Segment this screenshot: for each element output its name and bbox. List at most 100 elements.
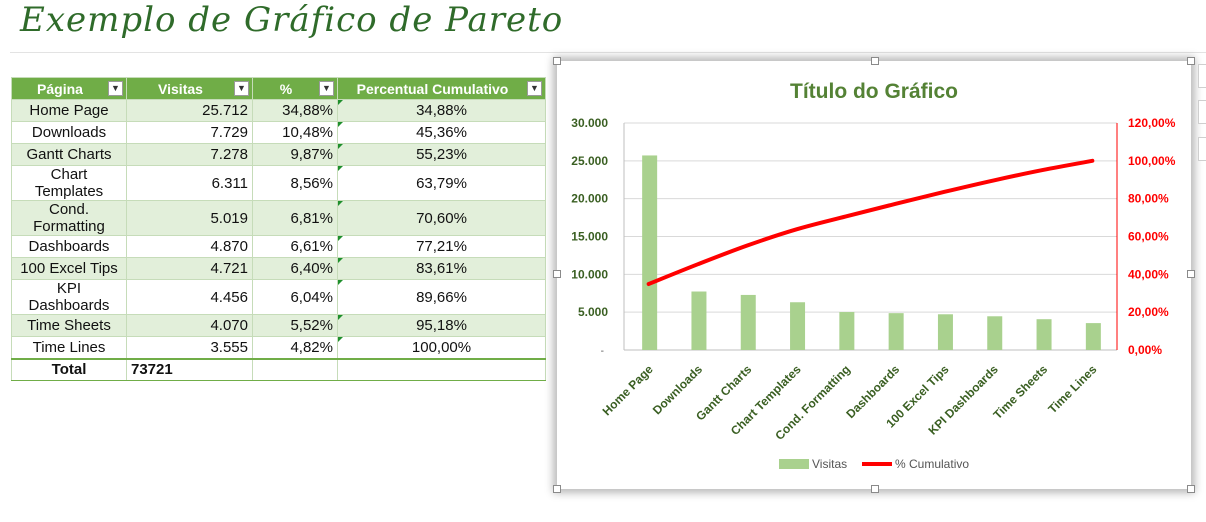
bar	[937, 314, 953, 350]
chart-elements-button[interactable]	[1198, 64, 1206, 88]
cell-visits[interactable]: 6.311	[126, 165, 253, 201]
y2-axis-tick-label: 60,00%	[1128, 230, 1169, 244]
cell-cumulative[interactable]: 63,79%	[337, 165, 546, 201]
cell-percent[interactable]: 8,56%	[252, 165, 338, 201]
cell-cumulative[interactable]: 95,18%	[337, 314, 546, 337]
cell-percent[interactable]: 6,40%	[252, 257, 338, 280]
resize-handle-left[interactable]	[553, 270, 561, 278]
cell-page[interactable]: Home Page	[11, 99, 127, 122]
y-axis-tick-label: 30.000	[571, 116, 608, 130]
filter-dropdown-icon[interactable]: ▼	[319, 81, 334, 96]
total-value[interactable]: 73721	[126, 357, 253, 381]
cell-percent[interactable]: 4,82%	[252, 336, 338, 359]
x-axis-tick-label: Time Lines	[1045, 362, 1099, 416]
cell-cumulative[interactable]: 55,23%	[337, 143, 546, 166]
cell-visits[interactable]: 3.555	[126, 336, 253, 359]
empty-cell[interactable]	[337, 357, 546, 381]
cell-visits[interactable]: 7.278	[126, 143, 253, 166]
cell-visits[interactable]: 7.729	[126, 121, 253, 144]
cell-percent[interactable]: 6,81%	[252, 200, 338, 236]
cell-page[interactable]: Cond. Formatting	[11, 200, 127, 236]
cell-page[interactable]: Downloads	[11, 121, 127, 144]
chart-filters-button[interactable]	[1198, 137, 1206, 161]
cell-cumulative[interactable]: 34,88%	[337, 99, 546, 122]
y-axis-tick-label: -	[601, 346, 604, 357]
cell-visits[interactable]: 4.070	[126, 314, 253, 337]
header-percent[interactable]: % ▼	[252, 77, 338, 100]
cumulative-line	[646, 158, 1095, 287]
y2-axis-tick-label: 0,00%	[1128, 343, 1162, 357]
cell-page[interactable]: Time Lines	[11, 336, 127, 359]
cell-page[interactable]: Gantt Charts	[11, 143, 127, 166]
bar	[642, 155, 658, 350]
cell-page[interactable]: 100 Excel Tips	[11, 257, 127, 280]
legend-label: Visitas	[812, 457, 847, 471]
resize-handle-top-left[interactable]	[553, 57, 561, 65]
cell-cumulative[interactable]: 83,61%	[337, 257, 546, 280]
filter-dropdown-icon[interactable]: ▼	[527, 81, 542, 96]
title-divider	[10, 52, 1206, 53]
cell-cumulative[interactable]: 45,36%	[337, 121, 546, 144]
cell-percent[interactable]: 10,48%	[252, 121, 338, 144]
bar	[691, 291, 707, 350]
header-label: Percentual Cumulativo	[356, 80, 509, 97]
header-cumulative[interactable]: Percentual Cumulativo ▼	[337, 77, 546, 100]
total-label[interactable]: Total	[11, 357, 127, 381]
cell-page[interactable]: Time Sheets	[11, 314, 127, 337]
cell-percent[interactable]: 9,87%	[252, 143, 338, 166]
table-row: Time Sheets 4.070 5,52% 95,18%	[11, 314, 546, 337]
cell-percent[interactable]: 6,61%	[252, 235, 338, 258]
cell-visits[interactable]: 25.712	[126, 99, 253, 122]
cell-cumulative[interactable]: 70,60%	[337, 200, 546, 236]
resize-handle-bottom[interactable]	[871, 485, 879, 493]
table-row: KPI Dashboards 4.456 6,04% 89,66%	[11, 279, 546, 315]
chart-svg: Título do Gráfico 5.000 10.000 15.000 20.000…	[571, 80, 1176, 471]
cell-percent[interactable]: 34,88%	[252, 99, 338, 122]
header-pagina[interactable]: Página ▼	[11, 77, 127, 100]
resize-handle-top-right[interactable]	[1187, 57, 1195, 65]
cell-percent[interactable]: 5,52%	[252, 314, 338, 337]
cell-percent[interactable]: 6,04%	[252, 279, 338, 315]
y2-axis-tick-label: 120,00%	[1128, 116, 1176, 130]
bar	[1085, 323, 1101, 350]
cell-page[interactable]: KPI Dashboards	[11, 279, 127, 315]
legend-bar-swatch	[779, 459, 809, 469]
chart-styles-button[interactable]	[1198, 100, 1206, 124]
header-visitas[interactable]: Visitas ▼	[126, 77, 253, 100]
bar	[839, 312, 855, 350]
y2-axis-tick-label: 20,00%	[1128, 305, 1169, 319]
bar	[790, 302, 806, 350]
resize-handle-bottom-left[interactable]	[553, 485, 561, 493]
cell-page[interactable]: Chart Templates	[11, 165, 127, 201]
cell-visits[interactable]: 5.019	[126, 200, 253, 236]
resize-handle-right[interactable]	[1187, 270, 1195, 278]
pareto-chart[interactable]: Título do Gráfico 5.000 10.000 15.000 20.000…	[556, 60, 1192, 490]
y-axis-tick-label: 20.000	[571, 192, 608, 206]
cell-cumulative[interactable]: 77,21%	[337, 235, 546, 258]
resize-handle-top[interactable]	[871, 57, 879, 65]
table-row: Gantt Charts 7.278 9,87% 55,23%	[11, 143, 546, 166]
legend-label: % Cumulativo	[895, 457, 969, 471]
table-row: Chart Templates 6.311 8,56% 63,79%	[11, 165, 546, 201]
y-axis-tick-label: 25.000	[571, 154, 608, 168]
header-label: %	[279, 80, 293, 97]
cell-page[interactable]: Dashboards	[11, 235, 127, 258]
resize-handle-bottom-right[interactable]	[1187, 485, 1195, 493]
empty-cell[interactable]	[252, 357, 338, 381]
sheet-title: Exemplo de Gráfico de Pareto	[20, 0, 564, 40]
filter-dropdown-icon[interactable]: ▼	[234, 81, 249, 96]
cell-visits[interactable]: 4.721	[126, 257, 253, 280]
header-label: Visitas	[158, 80, 203, 97]
filter-dropdown-icon[interactable]: ▼	[108, 81, 123, 96]
cell-cumulative[interactable]: 100,00%	[337, 336, 546, 359]
bar	[740, 294, 756, 350]
cell-visits[interactable]: 4.870	[126, 235, 253, 258]
table-row: Downloads 7.729 10,48% 45,36%	[11, 121, 546, 144]
cell-cumulative[interactable]: 89,66%	[337, 279, 546, 315]
cell-visits[interactable]: 4.456	[126, 279, 253, 315]
y-axis-tick-label: 5.000	[578, 305, 608, 319]
visits-table: Página ▼ Visitas ▼ % ▼ Percentual Cumulativ…	[11, 77, 546, 381]
table-row: Time Lines 3.555 4,82% 100,00%	[11, 336, 546, 359]
chart-title: Título do Gráfico	[790, 80, 958, 103]
bar	[888, 313, 904, 350]
